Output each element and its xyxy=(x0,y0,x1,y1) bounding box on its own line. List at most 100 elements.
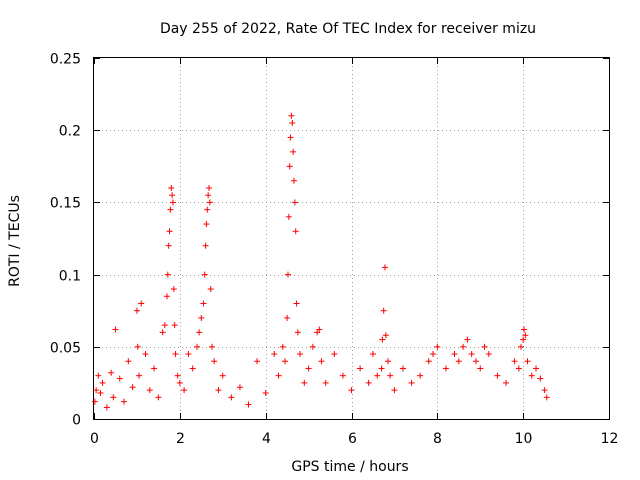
data-point xyxy=(378,365,385,372)
data-point xyxy=(161,322,168,329)
data-point xyxy=(365,379,372,386)
data-point xyxy=(382,332,389,339)
data-point xyxy=(387,372,394,379)
data-point xyxy=(108,369,115,376)
data-point xyxy=(112,326,119,333)
data-point xyxy=(207,286,214,293)
data-point xyxy=(110,394,117,401)
data-point xyxy=(339,372,346,379)
data-point xyxy=(287,134,294,141)
data-point xyxy=(468,351,475,358)
data-point xyxy=(146,387,153,394)
data-point xyxy=(524,358,531,365)
x-tick-label: 2 xyxy=(176,431,185,447)
data-point xyxy=(279,343,286,350)
data-point xyxy=(286,163,293,170)
data-point xyxy=(291,199,298,206)
data-point xyxy=(254,358,261,365)
data-point xyxy=(384,358,391,365)
data-point xyxy=(288,112,295,119)
data-point xyxy=(196,329,203,336)
data-point xyxy=(379,336,386,343)
data-point xyxy=(189,365,196,372)
chart-title: Day 255 of 2022, Rate Of TEC Index for r… xyxy=(160,21,536,37)
data-point xyxy=(481,343,488,350)
data-point xyxy=(522,332,529,339)
data-point xyxy=(93,387,100,394)
data-point xyxy=(138,300,145,307)
data-point xyxy=(165,242,172,249)
data-point xyxy=(301,379,308,386)
data-point xyxy=(284,271,291,278)
data-point xyxy=(537,375,544,382)
data-point xyxy=(425,358,432,365)
data-point xyxy=(417,372,424,379)
data-point xyxy=(331,351,338,358)
data-point xyxy=(442,365,449,372)
data-point xyxy=(518,343,525,350)
data-point xyxy=(503,379,509,386)
data-point xyxy=(228,394,235,401)
data-point xyxy=(245,401,252,408)
data-point xyxy=(133,307,140,314)
data-point xyxy=(167,206,174,213)
y-tick-label: 0.1 xyxy=(59,269,81,285)
data-point xyxy=(142,351,149,358)
data-point xyxy=(185,351,192,358)
data-point xyxy=(200,300,207,307)
x-tick-label: 6 xyxy=(348,431,357,447)
data-point xyxy=(316,326,323,333)
data-point xyxy=(485,351,492,358)
data-point xyxy=(275,372,282,379)
data-point xyxy=(181,387,188,394)
data-point xyxy=(201,271,208,278)
data-point xyxy=(472,358,479,365)
data-point xyxy=(203,221,210,228)
data-point xyxy=(451,351,458,358)
data-point xyxy=(121,398,128,405)
data-point xyxy=(309,343,316,350)
data-point xyxy=(520,336,527,343)
plot-frame xyxy=(93,57,610,420)
data-point xyxy=(172,351,179,358)
data-point xyxy=(236,384,243,391)
data-point xyxy=(99,379,106,386)
y-tick-label: 0.25 xyxy=(50,52,81,68)
data-point xyxy=(211,358,218,365)
data-point xyxy=(129,384,136,391)
data-point xyxy=(262,390,269,397)
data-point xyxy=(297,351,303,358)
data-point xyxy=(116,375,123,382)
data-point xyxy=(408,379,415,386)
data-point xyxy=(159,329,166,336)
data-point xyxy=(521,326,528,333)
y-axis-label: ROTI / TECUs xyxy=(7,195,23,287)
data-point xyxy=(151,365,158,372)
data-point xyxy=(434,343,441,350)
data-point xyxy=(194,343,200,350)
data-point xyxy=(290,177,297,184)
data-point xyxy=(515,365,522,372)
data-point xyxy=(305,365,312,372)
data-point xyxy=(284,314,291,321)
data-point xyxy=(125,358,132,365)
data-point xyxy=(290,148,297,155)
data-point xyxy=(511,358,518,365)
data-point xyxy=(202,242,209,249)
data-point xyxy=(494,372,501,379)
x-tick-label: 0 xyxy=(90,431,99,447)
data-point xyxy=(170,286,177,293)
data-point xyxy=(541,387,548,394)
data-point xyxy=(455,358,462,365)
data-point xyxy=(357,365,364,372)
data-point xyxy=(219,372,226,379)
data-point xyxy=(281,358,288,365)
data-point xyxy=(374,372,381,379)
data-point xyxy=(381,264,388,271)
data-point xyxy=(166,228,173,235)
data-point xyxy=(460,343,467,350)
x-tick-label: 4 xyxy=(262,431,271,447)
data-point xyxy=(293,300,300,307)
data-point xyxy=(205,192,212,199)
